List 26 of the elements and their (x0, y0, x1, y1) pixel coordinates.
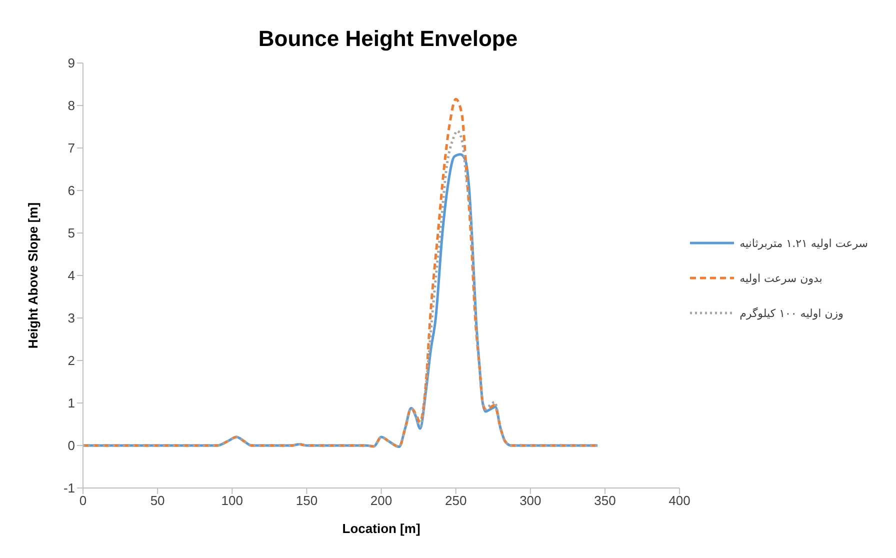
x-tick-label: 300 (520, 493, 542, 508)
chart-title: Bounce Height Envelope (257, 26, 519, 52)
legend-label: بدون سرعت اولیه (740, 272, 822, 284)
y-tick-label: 7 (68, 140, 75, 156)
x-tick-label: 400 (668, 493, 690, 508)
x-tick-label: 100 (221, 493, 243, 508)
x-tick-label: 50 (150, 493, 165, 508)
y-tick-label: 6 (68, 183, 75, 198)
y-tick-label: 8 (68, 98, 75, 114)
x-tick-label: 350 (594, 493, 616, 508)
y-tick-label: -1 (63, 480, 75, 496)
y-tick-label: 2 (68, 353, 75, 368)
y-tick-label: 0 (68, 438, 75, 454)
x-tick-label: 250 (445, 493, 467, 508)
y-tick-label: 3 (68, 310, 75, 326)
y-tick-label: 9 (68, 56, 75, 71)
y-tick-label: 5 (68, 226, 75, 241)
y-tick-label: 4 (68, 268, 75, 284)
x-tick-label: 150 (296, 493, 318, 508)
legend-label: وزن اولیه ۱۰۰ کیلوگرم (740, 306, 844, 320)
x-axis-title: Location [m] (342, 521, 420, 536)
y-tick-label: 1 (68, 396, 75, 411)
legend-label: سرعت اولیه ۱.۲۱ متربرثانیه (740, 236, 868, 250)
x-tick-label: 200 (370, 493, 392, 508)
y-axis-title: Height Above Slope [m] (26, 202, 41, 349)
x-tick-label: 0 (79, 493, 87, 508)
